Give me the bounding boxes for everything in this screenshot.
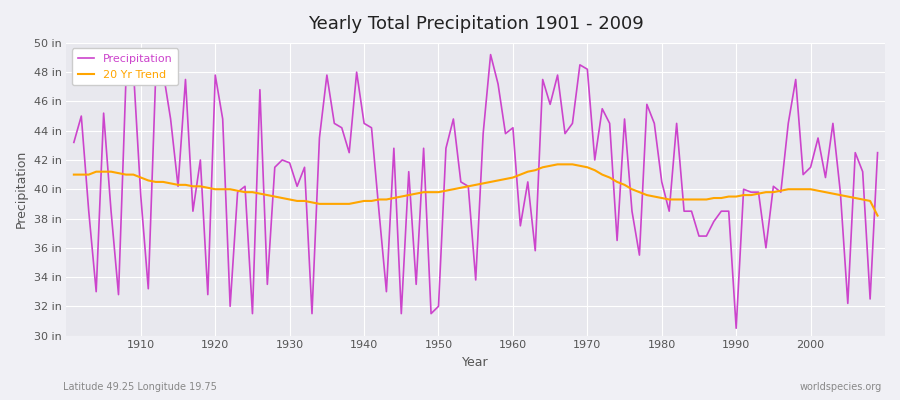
Title: Yearly Total Precipitation 1901 - 2009: Yearly Total Precipitation 1901 - 2009 xyxy=(308,15,644,33)
Precipitation xyxy=(508,125,518,130)
X-axis label: Year: Year xyxy=(463,356,489,369)
20 Yr Trend xyxy=(508,175,518,180)
Precipitation xyxy=(485,52,496,57)
20 Yr Trend xyxy=(68,172,79,177)
Line: Precipitation: Precipitation xyxy=(74,54,878,328)
Precipitation xyxy=(604,121,615,126)
20 Yr Trend xyxy=(292,198,302,203)
Precipitation xyxy=(337,125,347,130)
Precipitation xyxy=(731,326,742,331)
20 Yr Trend xyxy=(337,202,347,206)
20 Yr Trend xyxy=(553,162,563,167)
Precipitation xyxy=(292,184,302,189)
Precipitation xyxy=(872,150,883,155)
Text: worldspecies.org: worldspecies.org xyxy=(800,382,882,392)
20 Yr Trend xyxy=(604,175,615,180)
20 Yr Trend xyxy=(128,172,139,177)
Precipitation xyxy=(515,224,526,228)
Precipitation xyxy=(68,140,79,145)
20 Yr Trend xyxy=(872,213,883,218)
Legend: Precipitation, 20 Yr Trend: Precipitation, 20 Yr Trend xyxy=(72,48,178,85)
Y-axis label: Precipitation: Precipitation xyxy=(15,150,28,228)
Precipitation xyxy=(128,67,139,72)
Text: Latitude 49.25 Longitude 19.75: Latitude 49.25 Longitude 19.75 xyxy=(63,382,217,392)
Line: 20 Yr Trend: 20 Yr Trend xyxy=(74,164,878,216)
20 Yr Trend xyxy=(500,176,511,181)
